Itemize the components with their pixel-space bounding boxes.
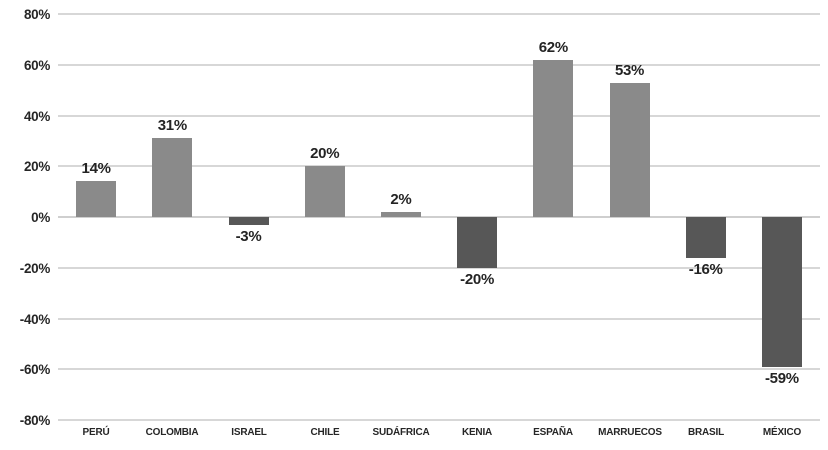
bar-value-label: -59% bbox=[764, 369, 799, 387]
bar-marruecos bbox=[609, 82, 650, 217]
y-axis-tick-label: -40% bbox=[19, 310, 51, 327]
gridline bbox=[58, 13, 820, 15]
y-axis-tick-label: 20% bbox=[23, 158, 50, 175]
y-axis-tick-label: 60% bbox=[23, 56, 50, 73]
x-axis-category-label: COLOMBIA bbox=[145, 426, 199, 438]
bar-chile bbox=[304, 166, 345, 217]
bar-kenia bbox=[457, 217, 498, 268]
bar-value-label: -3% bbox=[235, 227, 262, 245]
gridline bbox=[58, 317, 820, 320]
bar-value-label: 31% bbox=[157, 117, 187, 135]
bar-value-label: 20% bbox=[310, 145, 340, 163]
y-axis-tick-label: -80% bbox=[19, 412, 51, 428]
bar-espana bbox=[533, 59, 574, 217]
x-axis-category-label: SUDÁFRICA bbox=[372, 426, 430, 438]
gridline bbox=[58, 165, 820, 168]
bar-value-label: 62% bbox=[538, 38, 568, 56]
y-axis-tick-label: 40% bbox=[23, 107, 50, 124]
bar-israel bbox=[228, 217, 269, 225]
bar-value-label: 2% bbox=[390, 190, 412, 208]
bar-mexico bbox=[761, 217, 802, 367]
x-axis-category-label: BRASIL bbox=[687, 426, 724, 438]
bar-brasil bbox=[685, 217, 726, 258]
gridline bbox=[58, 419, 820, 421]
bar-value-label: 53% bbox=[614, 61, 645, 79]
x-axis-category-label: ESPAÑA bbox=[533, 426, 574, 438]
gridline bbox=[58, 63, 820, 66]
x-axis-category-label: PERÚ bbox=[82, 426, 110, 438]
gridline bbox=[58, 266, 820, 269]
bar-sudafrica bbox=[380, 211, 421, 217]
bar-value-label: -16% bbox=[688, 260, 723, 278]
x-axis-category-label: MÉXICO bbox=[762, 426, 801, 438]
x-axis-category-label: CHILE bbox=[310, 426, 340, 438]
bar-colombia bbox=[152, 138, 193, 217]
zero-gridline bbox=[58, 216, 820, 218]
x-axis-category-label: ISRAEL bbox=[230, 426, 267, 438]
y-axis-tick-label: -60% bbox=[19, 361, 51, 378]
y-axis-tick-label: -20% bbox=[19, 259, 51, 276]
x-axis-category-label: MARRUECOS bbox=[597, 426, 662, 438]
bar-value-label: -20% bbox=[460, 270, 494, 288]
gridline bbox=[58, 114, 820, 117]
y-axis-tick-label: 0% bbox=[31, 209, 50, 225]
x-axis-category-label: KENIA bbox=[462, 426, 493, 438]
y-axis-tick-label: 80% bbox=[23, 6, 50, 22]
bar-value-label: 14% bbox=[81, 160, 111, 178]
gridline bbox=[58, 368, 820, 371]
bar-peru bbox=[76, 181, 117, 217]
